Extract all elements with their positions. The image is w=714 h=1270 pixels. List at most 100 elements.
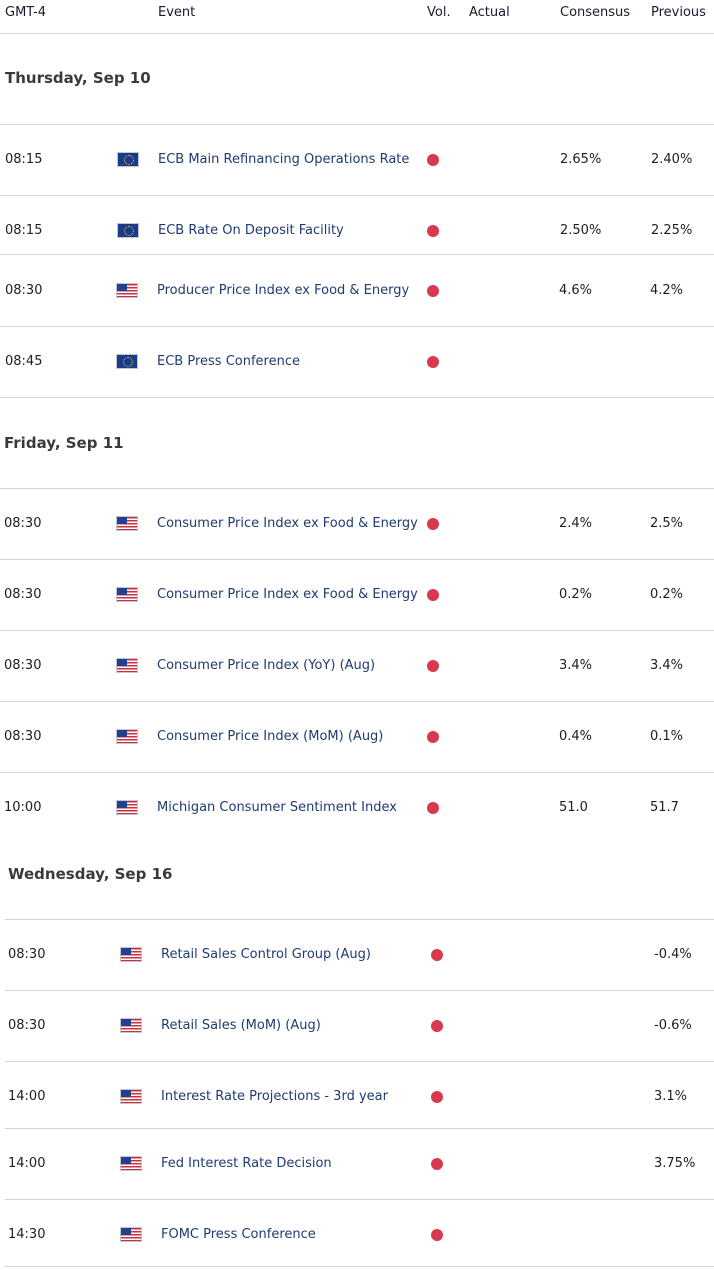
consensus-value: 3.4% [559, 658, 593, 673]
day-heading: Wednesday, Sep 16 [8, 865, 173, 883]
table-row[interactable]: 08:15 ECB Main Refinancing Operations Ra… [0, 148, 714, 172]
previous-value: 51.7 [650, 800, 679, 815]
timezone-header[interactable]: GMT-4 [5, 5, 46, 20]
us-flag-icon [116, 658, 138, 673]
previous-value: 2.25% [651, 223, 693, 238]
event-name[interactable]: Producer Price Index ex Food & Energy [157, 283, 410, 298]
high-volatility-icon [431, 1158, 443, 1170]
event-column-header: Event [158, 5, 196, 20]
high-volatility-icon [427, 154, 439, 166]
divider [5, 1128, 714, 1129]
high-volatility-icon [431, 1020, 443, 1032]
event-name[interactable]: Fed Interest Rate Decision [161, 1156, 332, 1171]
table-row[interactable]: 14:00 Fed Interest Rate Decision 3.75% [0, 1152, 714, 1176]
table-header: GMT-4 Event Vol. Actual Consensus Previo… [0, 0, 714, 34]
high-volatility-icon [427, 518, 439, 530]
divider [5, 919, 714, 920]
high-volatility-icon [427, 356, 439, 368]
previous-value: -0.4% [654, 947, 692, 962]
divider [0, 254, 714, 255]
event-time: 08:30 [4, 729, 42, 744]
event-name[interactable]: Consumer Price Index (YoY) (Aug) [157, 658, 376, 673]
consensus-value: 2.65% [560, 152, 602, 167]
previous-value: 3.4% [650, 658, 684, 673]
us-flag-icon [120, 1089, 142, 1104]
event-time: 08:15 [5, 223, 43, 238]
divider [0, 397, 714, 398]
table-row[interactable]: 08:30 Retail Sales (MoM) (Aug) -0.6% [0, 1014, 714, 1038]
high-volatility-icon [427, 225, 439, 237]
high-volatility-icon [427, 731, 439, 743]
actual-column-header: Actual [469, 5, 510, 20]
us-flag-icon [120, 1227, 142, 1242]
divider [0, 630, 714, 631]
table-row[interactable]: 14:30 FOMC Press Conference [0, 1223, 714, 1247]
event-time: 08:30 [4, 587, 42, 602]
eu-flag-icon [117, 152, 139, 167]
event-name[interactable]: Consumer Price Index ex Food & Energy [157, 587, 418, 602]
high-volatility-icon [427, 802, 439, 814]
divider [0, 124, 714, 125]
event-name[interactable]: ECB Rate On Deposit Facility [158, 223, 344, 238]
vol-column-header: Vol. [427, 5, 451, 20]
divider [0, 488, 714, 489]
day-heading: Thursday, Sep 10 [5, 69, 151, 87]
event-time: 14:00 [8, 1156, 46, 1171]
table-row[interactable]: 08:45 ECB Press Conference [0, 350, 714, 374]
divider [0, 326, 714, 327]
high-volatility-icon [431, 1091, 443, 1103]
event-name[interactable]: Michigan Consumer Sentiment Index [157, 800, 397, 815]
us-flag-icon [116, 516, 138, 531]
event-name[interactable]: Interest Rate Projections - 3rd year [161, 1089, 388, 1104]
table-row[interactable]: 08:15 ECB Rate On Deposit Facility 2.50%… [0, 219, 714, 243]
us-flag-icon [120, 1018, 142, 1033]
event-name[interactable]: Consumer Price Index ex Food & Energy [157, 516, 418, 531]
divider [5, 1199, 714, 1200]
consensus-value: 2.4% [559, 516, 593, 531]
previous-value: 2.5% [650, 516, 684, 531]
event-time: 14:00 [8, 1089, 46, 1104]
event-name[interactable]: Consumer Price Index (MoM) (Aug) [157, 729, 384, 744]
eu-flag-icon [116, 354, 138, 369]
event-time: 08:30 [4, 516, 42, 531]
us-flag-icon [120, 1156, 142, 1171]
high-volatility-icon [427, 660, 439, 672]
event-time: 08:30 [5, 283, 43, 298]
divider [5, 1266, 714, 1267]
previous-value: 0.2% [650, 587, 684, 602]
table-row[interactable]: 08:30 Consumer Price Index (YoY) (Aug) 3… [0, 654, 714, 678]
table-row[interactable]: 08:30 Consumer Price Index ex Food & Ene… [0, 512, 714, 536]
event-time: 10:00 [4, 800, 42, 815]
event-name[interactable]: Retail Sales Control Group (Aug) [161, 947, 371, 962]
divider [5, 1061, 714, 1062]
previous-value: 4.2% [650, 283, 684, 298]
event-name[interactable]: FOMC Press Conference [161, 1227, 316, 1242]
high-volatility-icon [427, 285, 439, 297]
table-row[interactable]: 14:00 Interest Rate Projections - 3rd ye… [0, 1085, 714, 1109]
consensus-column-header: Consensus [560, 5, 631, 20]
table-row[interactable]: 10:00 Michigan Consumer Sentiment Index … [0, 796, 714, 820]
divider [0, 772, 714, 773]
event-name[interactable]: ECB Press Conference [157, 354, 300, 369]
table-row[interactable]: 08:30 Consumer Price Index (MoM) (Aug) 0… [0, 725, 714, 749]
high-volatility-icon [431, 1229, 443, 1241]
high-volatility-icon [431, 949, 443, 961]
divider [0, 701, 714, 702]
consensus-value: 2.50% [560, 223, 602, 238]
table-row[interactable]: 08:30 Retail Sales Control Group (Aug) -… [0, 943, 714, 967]
previous-value: -0.6% [654, 1018, 692, 1033]
table-row[interactable]: 08:30 Consumer Price Index ex Food & Ene… [0, 583, 714, 607]
eu-flag-icon [117, 223, 139, 238]
previous-value: 3.1% [654, 1089, 688, 1104]
event-name[interactable]: Retail Sales (MoM) (Aug) [161, 1018, 321, 1033]
us-flag-icon [116, 800, 138, 815]
divider [5, 990, 714, 991]
event-time: 08:45 [5, 354, 43, 369]
event-name[interactable]: ECB Main Refinancing Operations Rate [158, 152, 410, 167]
day-heading: Friday, Sep 11 [4, 434, 124, 452]
consensus-value: 0.4% [559, 729, 593, 744]
table-row[interactable]: 08:30 Producer Price Index ex Food & Ene… [0, 279, 714, 303]
event-time: 08:15 [5, 152, 43, 167]
us-flag-icon [116, 729, 138, 744]
us-flag-icon [116, 587, 138, 602]
